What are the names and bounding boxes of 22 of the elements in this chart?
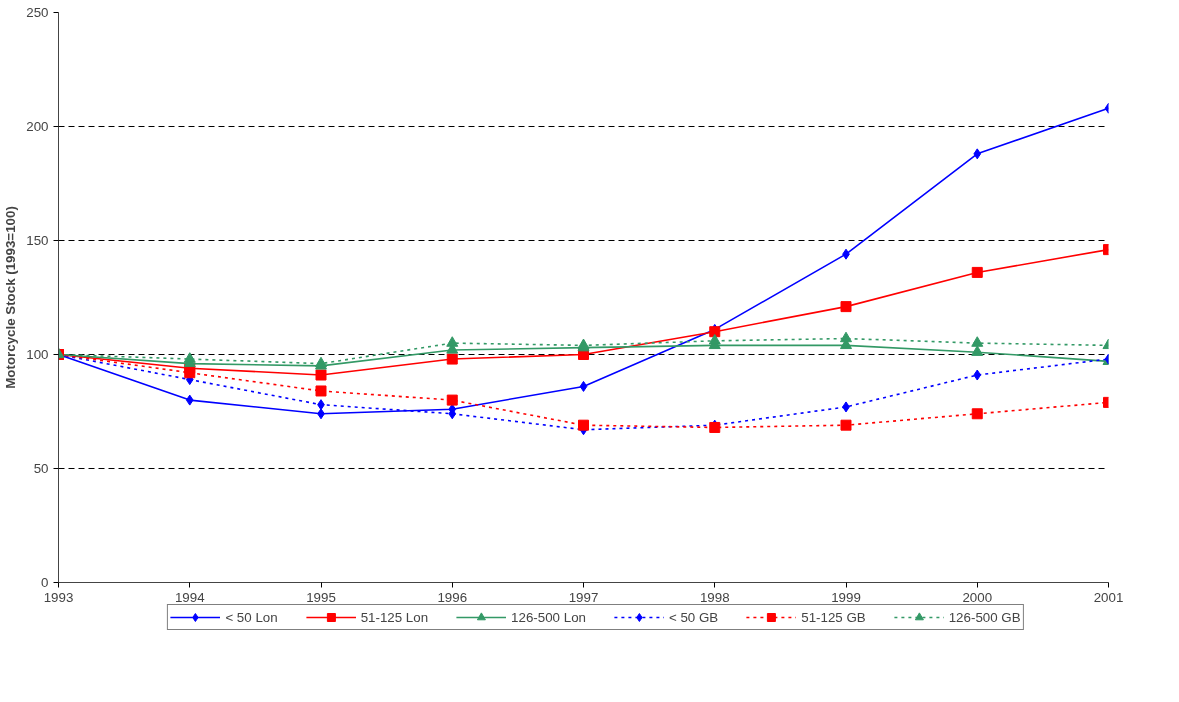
legend-label: 126-500 GB bbox=[948, 609, 1021, 625]
x-tick-label: 1998 bbox=[699, 589, 730, 605]
x-tick-label: 1994 bbox=[174, 589, 206, 605]
x-tick-label: 2001 bbox=[1093, 589, 1124, 605]
y-tick-label: 50 bbox=[33, 461, 49, 476]
legend-label: < 50 Lon bbox=[225, 609, 278, 625]
x-tick-label: 1995 bbox=[306, 589, 336, 605]
legend-label: 51-125 Lon bbox=[360, 609, 429, 625]
x-tick-label: 1996 bbox=[437, 589, 468, 605]
x-tick-label: 1999 bbox=[831, 589, 861, 605]
legend-label: 51-125 GB bbox=[801, 609, 866, 625]
legend-label: < 50 GB bbox=[668, 609, 719, 625]
y-tick-label: 200 bbox=[26, 119, 49, 134]
x-tick-label: 1993 bbox=[43, 589, 74, 605]
legend-label: 126-500 Lon bbox=[511, 609, 586, 625]
y-axis-title: Motorcycle Stock (1993=100) bbox=[3, 206, 19, 389]
y-tick-label: 0 bbox=[41, 575, 49, 590]
y-tick-label: 250 bbox=[26, 5, 49, 20]
x-tick-label: 2000 bbox=[962, 589, 993, 605]
y-tick-label: 150 bbox=[26, 233, 49, 248]
x-tick-label: 1997 bbox=[568, 589, 599, 605]
y-tick-label: 100 bbox=[26, 347, 49, 362]
